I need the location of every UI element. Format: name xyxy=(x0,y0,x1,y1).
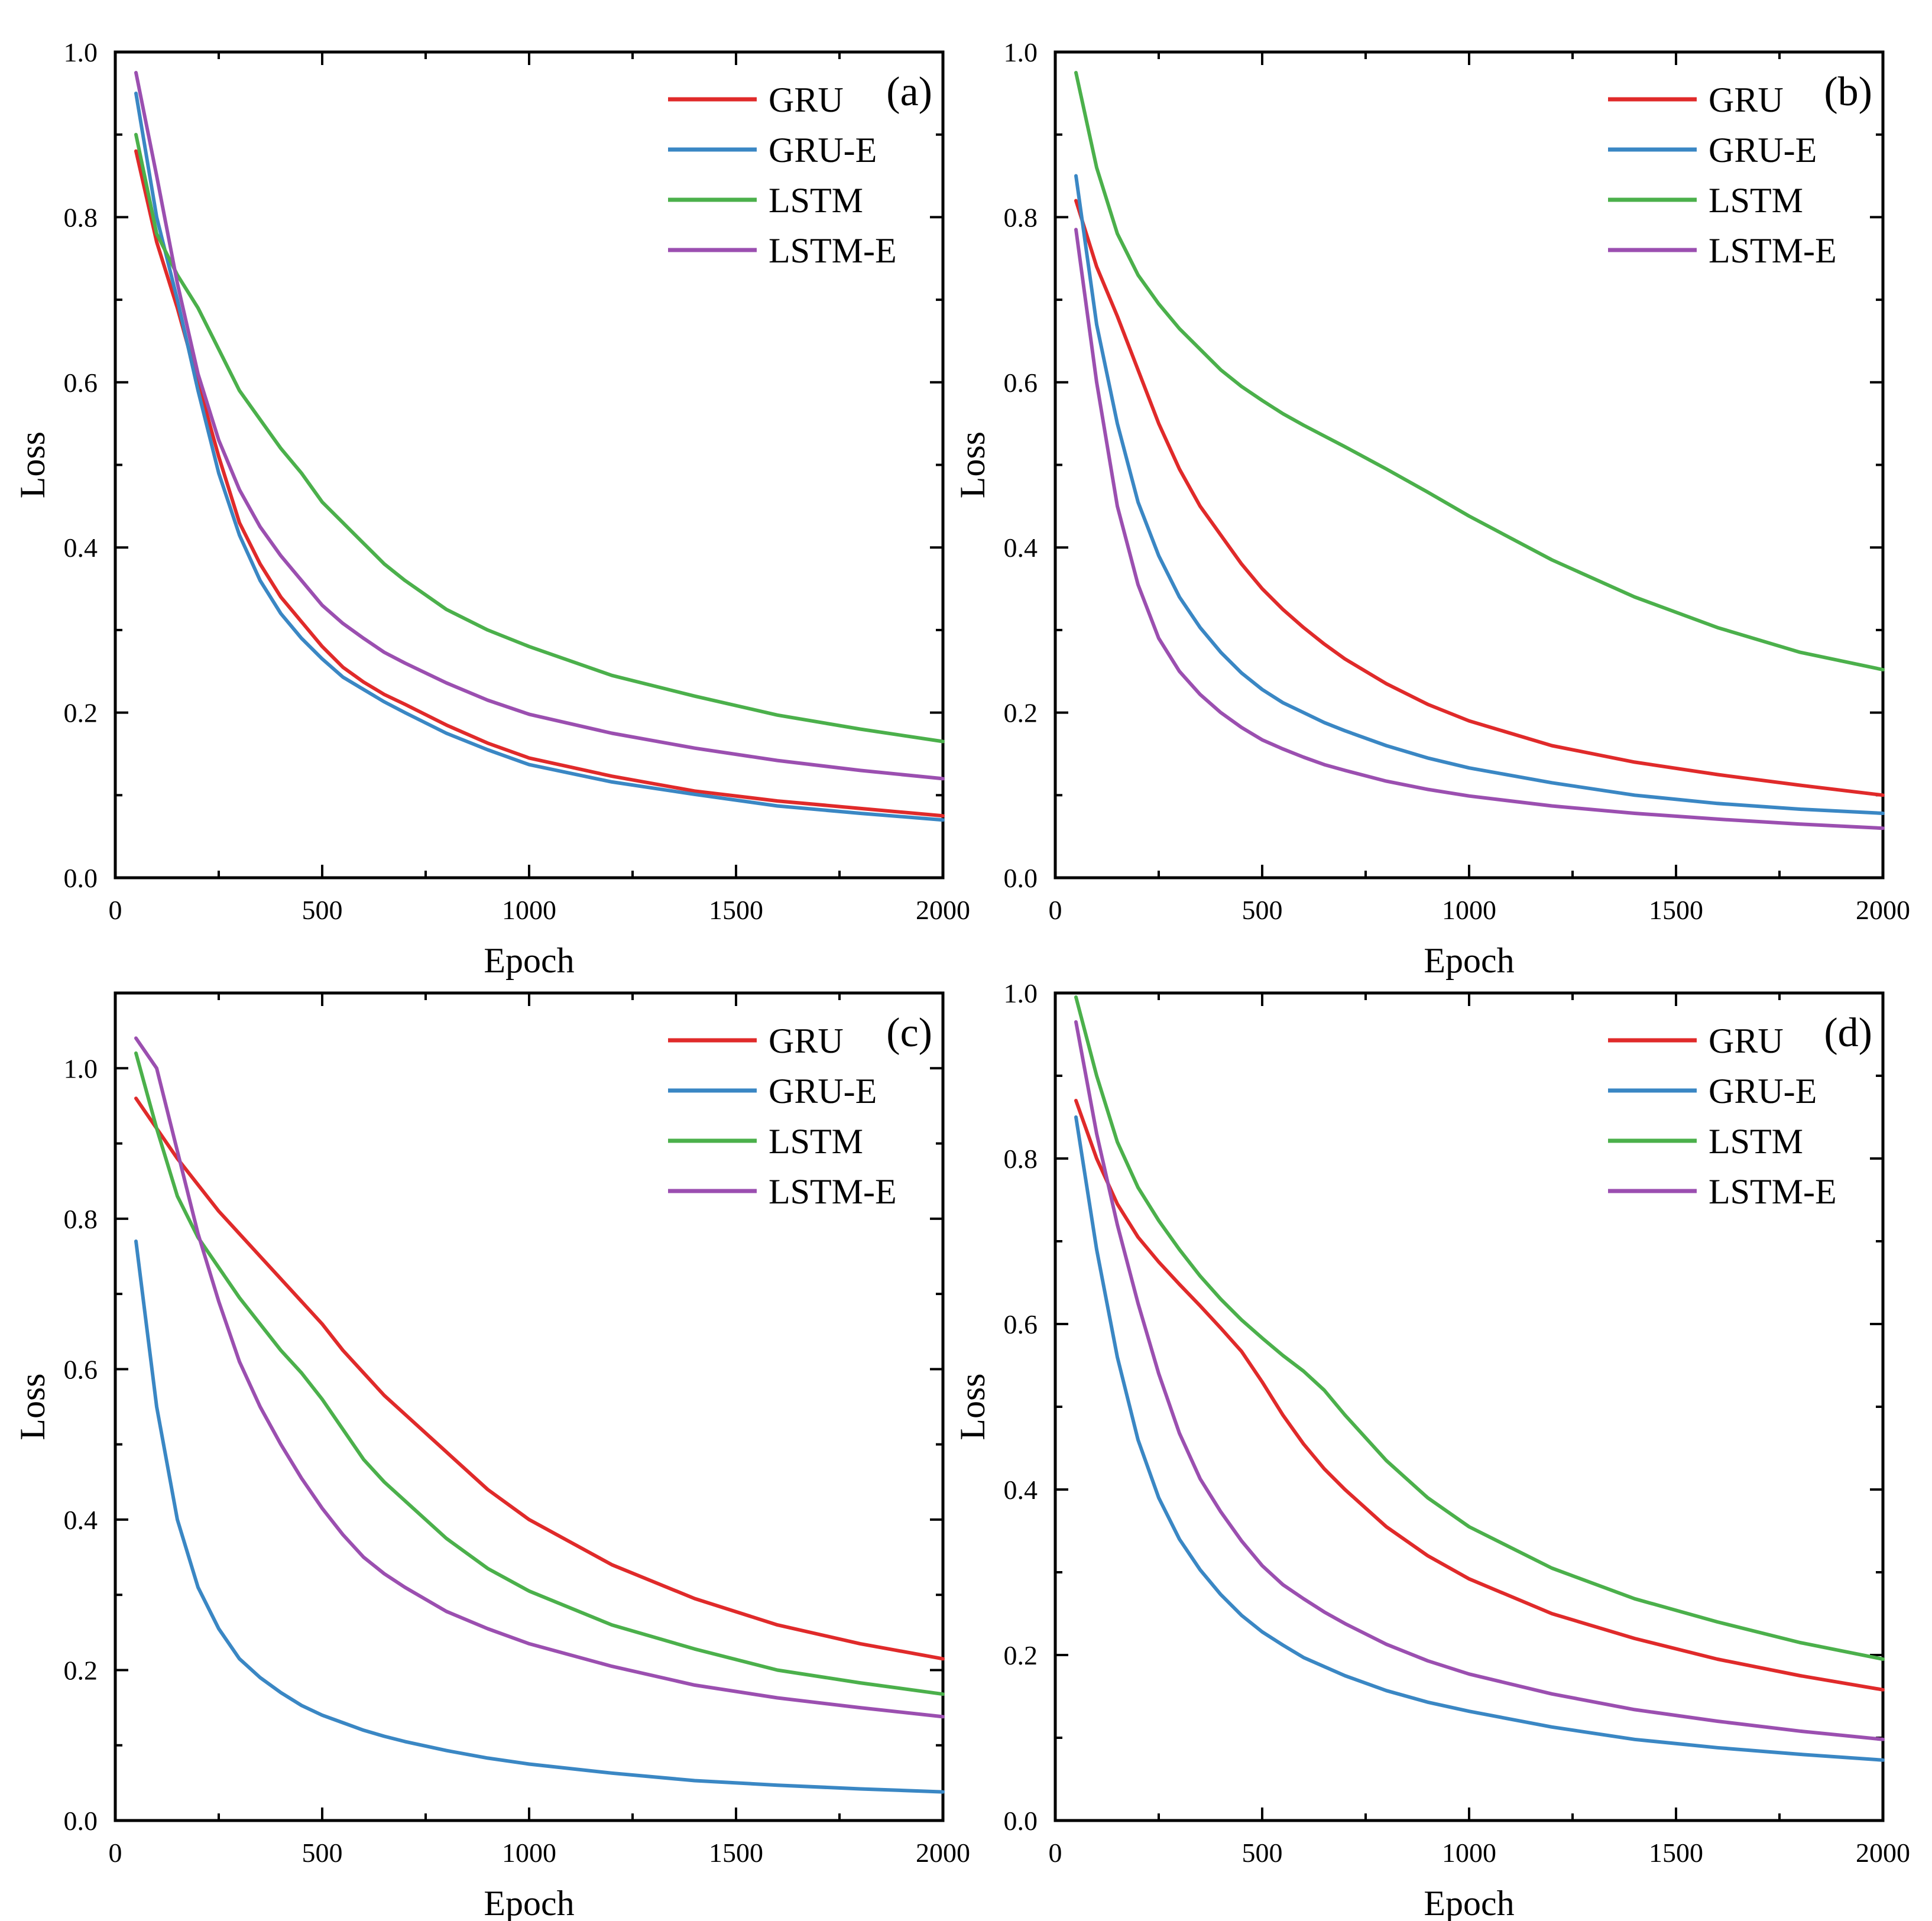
y-tick-label: 0.8 xyxy=(64,202,98,232)
x-tick-label: 0 xyxy=(109,1838,122,1868)
legend-label-gru-e: GRU-E xyxy=(769,1072,877,1111)
series-line-lstm xyxy=(1074,70,1885,671)
x-tick-label: 500 xyxy=(1242,1838,1283,1868)
y-tick-label: 0.6 xyxy=(1004,1309,1038,1339)
legend-label-gru: GRU xyxy=(1709,1021,1784,1060)
y-tick-label: 1.0 xyxy=(1004,37,1038,67)
x-tick-label: 0 xyxy=(109,895,122,925)
series-line-gru-e xyxy=(134,91,945,822)
x-tick-label: 1500 xyxy=(1649,895,1703,925)
legend-label-gru: GRU xyxy=(769,80,844,119)
series-line-lstm xyxy=(1074,995,1885,1661)
y-tick-label: 0.0 xyxy=(64,863,98,893)
y-tick-label: 0.8 xyxy=(64,1204,98,1234)
y-tick-label: 0.6 xyxy=(64,368,98,398)
series-line-lstm-e xyxy=(1074,1020,1885,1741)
series-line-lstm xyxy=(134,1051,945,1696)
legend-label-gru: GRU xyxy=(769,1021,844,1060)
y-tick-label: 0.2 xyxy=(64,1655,98,1685)
series-line-gru xyxy=(1074,199,1885,797)
legend-label-gru-e: GRU-E xyxy=(1709,131,1817,170)
chart-panel-c: 0 500 1000 1500 2000 0.0 0.2 0.4 0.6 0.8 1.0 Epoch L… xyxy=(13,991,970,1921)
x-tick-label: 0 xyxy=(1049,895,1062,925)
x-tick-label: 500 xyxy=(302,1838,343,1868)
x-tick-label: 1000 xyxy=(1442,1838,1496,1868)
y-tick-label: 0.4 xyxy=(1004,533,1038,563)
legend-label-lstm: LSTM xyxy=(1709,181,1803,220)
y-axis-title: Loss xyxy=(13,1373,52,1440)
y-tick-label: 0.2 xyxy=(1004,1640,1038,1670)
series-line-gru-e xyxy=(134,1239,945,1794)
series-line-gru-e xyxy=(1074,1115,1885,1762)
x-tick-label: 1500 xyxy=(1649,1838,1703,1868)
y-tick-label: 0.2 xyxy=(64,698,98,728)
y-tick-label: 0.8 xyxy=(1004,202,1038,232)
series-line-lstm-e xyxy=(134,70,945,781)
y-tick-label: 0.4 xyxy=(64,1505,98,1535)
series-line-lstm-e xyxy=(134,1036,945,1719)
y-tick-label: 0.0 xyxy=(1004,863,1038,893)
series-line-lstm xyxy=(134,132,945,744)
x-tick-label: 2000 xyxy=(1856,1838,1910,1868)
x-tick-label: 2000 xyxy=(1856,895,1910,925)
y-tick-label: 1.0 xyxy=(1004,978,1038,1008)
x-axis-title: Epoch xyxy=(484,1884,574,1921)
panel-label: (a) xyxy=(886,69,932,115)
panel-label: (d) xyxy=(1824,1010,1872,1056)
legend-label-lstm: LSTM xyxy=(1709,1122,1803,1161)
y-tick-label: 0.4 xyxy=(1004,1475,1038,1505)
panel-label: (c) xyxy=(886,1010,932,1056)
x-axis-title: Epoch xyxy=(1424,941,1514,980)
x-tick-label: 1000 xyxy=(502,1838,556,1868)
x-tick-label: 2000 xyxy=(916,895,970,925)
x-tick-label: 500 xyxy=(302,895,343,925)
legend-label-lstm: LSTM xyxy=(769,1122,863,1161)
legend-label-lstm-e: LSTM-E xyxy=(1709,231,1837,270)
legend-label-lstm-e: LSTM-E xyxy=(769,1172,897,1211)
y-tick-label: 0.6 xyxy=(1004,368,1038,398)
x-tick-label: 0 xyxy=(1049,1838,1062,1868)
y-tick-label: 0.8 xyxy=(1004,1144,1038,1174)
chart-panel-d: 0 500 1000 1500 2000 0.0 0.2 0.4 0.6 0.8 1.0 Epoch L… xyxy=(953,978,1910,1921)
chart-panel-b: 0 500 1000 1500 2000 0.0 0.2 0.4 0.6 0.8 1.0 Epoch L… xyxy=(953,37,1910,980)
series-line-lstm-e xyxy=(1074,228,1885,830)
legend: GRU GRU-E LSTM LSTM-E xyxy=(668,80,897,270)
y-tick-label: 0.0 xyxy=(64,1806,98,1836)
chart-panel-a: 0 500 1000 1500 2000 0.0 0.2 0.4 0.6 0.8 1.0 Epoch L… xyxy=(13,37,970,980)
legend-label-lstm-e: LSTM-E xyxy=(1709,1172,1837,1211)
y-tick-label: 1.0 xyxy=(64,1053,98,1083)
x-axis-title: Epoch xyxy=(484,941,574,980)
x-tick-label: 1500 xyxy=(709,1838,763,1868)
x-tick-label: 1500 xyxy=(709,895,763,925)
legend-label-lstm-e: LSTM-E xyxy=(769,231,897,270)
series-line-gru xyxy=(134,1096,945,1661)
x-tick-label: 1000 xyxy=(502,895,556,925)
y-tick-label: 0.6 xyxy=(64,1354,98,1384)
y-axis-title: Loss xyxy=(13,431,52,498)
y-tick-label: 0.2 xyxy=(1004,698,1038,728)
x-tick-label: 500 xyxy=(1242,895,1283,925)
x-tick-label: 2000 xyxy=(916,1838,970,1868)
legend-label-gru: GRU xyxy=(1709,80,1784,119)
series-line-gru-e xyxy=(1074,174,1885,815)
series-line-gru xyxy=(134,149,945,818)
y-tick-label: 1.0 xyxy=(64,37,98,67)
y-axis-title: Loss xyxy=(953,1373,992,1440)
series-line-gru xyxy=(1074,1099,1885,1692)
legend: GRU GRU-E LSTM LSTM-E xyxy=(1608,80,1837,270)
x-axis-title: Epoch xyxy=(1424,1884,1514,1921)
y-tick-label: 0.4 xyxy=(64,533,98,563)
legend-label-lstm: LSTM xyxy=(769,181,863,220)
legend-label-gru-e: GRU-E xyxy=(1709,1072,1817,1111)
legend: GRU GRU-E LSTM LSTM-E xyxy=(1608,1021,1837,1211)
panel-label: (b) xyxy=(1824,69,1872,115)
legend-label-gru-e: GRU-E xyxy=(769,131,877,170)
x-tick-label: 1000 xyxy=(1442,895,1496,925)
y-axis-title: Loss xyxy=(953,431,992,498)
legend: GRU GRU-E LSTM LSTM-E xyxy=(668,1021,897,1211)
y-tick-label: 0.0 xyxy=(1004,1806,1038,1836)
